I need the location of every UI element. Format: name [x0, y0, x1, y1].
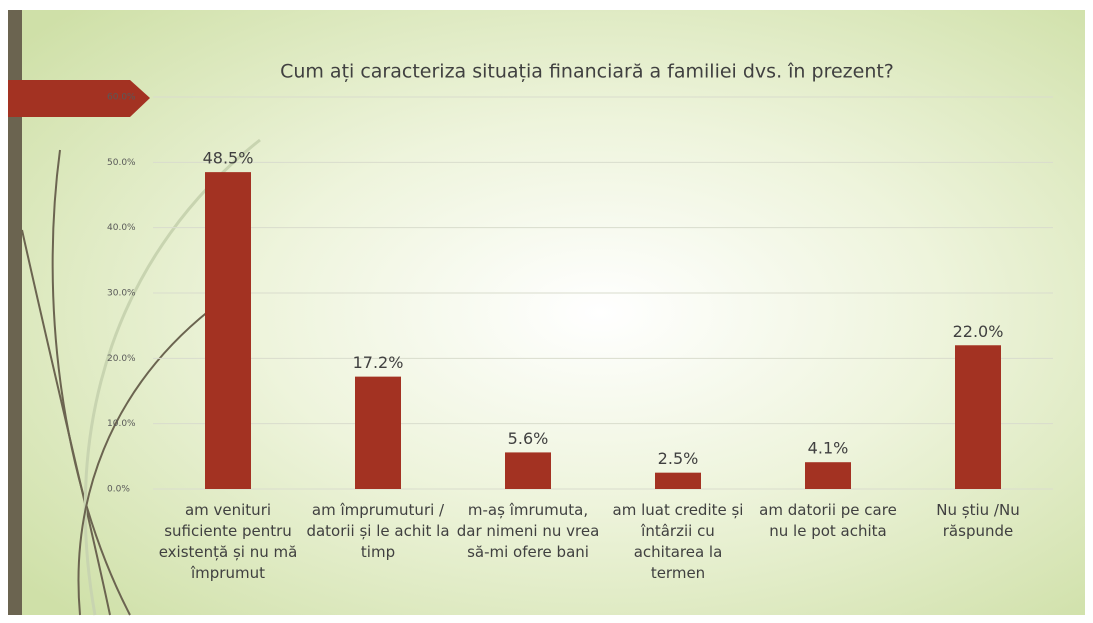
- bar: [505, 452, 551, 489]
- bar: [655, 472, 701, 489]
- data-label: 22.0%: [953, 322, 1004, 341]
- decor-curve: [21, 229, 111, 616]
- y-tick-label: 60.0%: [107, 93, 136, 103]
- y-tick-label: 0.0%: [107, 485, 130, 495]
- side-bar: [8, 10, 22, 615]
- y-tick-label: 40.0%: [107, 223, 136, 233]
- decor-curve: [77, 309, 211, 616]
- accent-arrow: [8, 80, 150, 117]
- bar: [355, 376, 401, 489]
- y-tick-label: 50.0%: [107, 158, 136, 168]
- data-label: 5.6%: [508, 429, 549, 448]
- x-tick-label: am datorii pe care nu le pot achita: [759, 501, 897, 540]
- bar: [205, 172, 251, 489]
- background: [8, 10, 1085, 615]
- chart-title: Cum ați caracteriza situația financiară …: [280, 61, 894, 83]
- y-tick-label: 10.0%: [107, 419, 136, 429]
- bar: [955, 345, 1001, 489]
- data-label: 4.1%: [808, 439, 849, 458]
- x-tick-label: am împrumuturi / datorii și le achit la …: [306, 501, 450, 561]
- decor-curve: [51, 149, 131, 616]
- data-label: 48.5%: [203, 149, 254, 168]
- data-label: 17.2%: [353, 353, 404, 372]
- bar: [805, 462, 851, 489]
- x-tick-label: m-aș îmrumuta, dar nimeni nu vrea să-mi …: [456, 501, 600, 561]
- y-tick-label: 30.0%: [107, 289, 136, 299]
- data-label: 2.5%: [658, 449, 699, 468]
- x-tick-label: am venituri suficiente pentru existență …: [158, 501, 298, 582]
- x-tick-label: Nu știu /Nu răspunde: [936, 501, 1020, 540]
- x-tick-label: am luat credite și întârzii cu achitarea…: [612, 501, 744, 582]
- y-tick-label: 20.0%: [107, 354, 136, 364]
